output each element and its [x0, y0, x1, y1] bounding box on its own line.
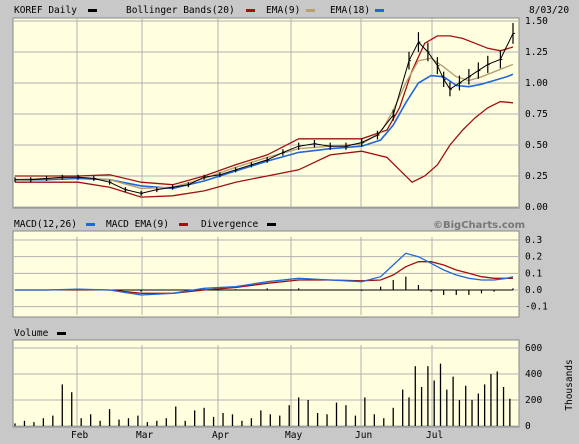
month-tick-label: Mar	[136, 430, 153, 441]
bollinger-legend-swatch	[246, 9, 255, 12]
y-tick-label: 0.0	[525, 285, 542, 296]
y-tick-label: 0.1	[525, 268, 542, 279]
ema9-label: EMA(9)	[266, 5, 300, 16]
volume-panel	[12, 339, 520, 428]
symbol-legend-swatch	[88, 9, 97, 12]
y-tick-label: -0.1	[525, 302, 548, 313]
divergence-legend-swatch	[267, 223, 276, 226]
macd-ema-label: MACD EMA(9)	[106, 219, 169, 230]
price-marks	[14, 22, 515, 198]
bollinger-lower-line	[15, 100, 514, 198]
macd-ema-line	[15, 261, 513, 294]
macd-marks	[15, 252, 514, 296]
macd-ema-legend-swatch	[179, 223, 188, 226]
y-tick-label: 1.50	[525, 16, 548, 27]
macd-panel	[12, 230, 520, 318]
macd-legend-swatch	[86, 223, 95, 226]
volume-label: Volume	[14, 328, 49, 339]
y-tick-label: 0.00	[525, 202, 548, 213]
month-tick-label: Feb	[71, 430, 88, 441]
month-tick-label: Apr	[212, 430, 229, 441]
symbol-label: KOREF Daily	[14, 5, 77, 16]
y-tick-label: 0.75	[525, 109, 548, 120]
divergence-label: Divergence	[201, 219, 258, 230]
date-label: 8/03/20	[529, 5, 569, 16]
ema18-legend-swatch	[375, 9, 384, 12]
y-tick-label: 0.25	[525, 171, 548, 182]
tick-labels: Feb Mar Apr May Jun Jul0.000.250.500.751.001.…	[71, 16, 548, 441]
watermark: ©BigCharts.com	[433, 220, 525, 231]
ema18-line	[15, 73, 514, 190]
y-tick-label: 0.3	[525, 235, 542, 246]
macd-label: MACD(12,26)	[14, 219, 77, 230]
y-tick-label: 200	[525, 395, 542, 406]
y-tick-label: 0.50	[525, 140, 548, 151]
volume-legend-swatch	[57, 332, 66, 335]
y-tick-label: 1.25	[525, 47, 548, 58]
y-tick-label: 0.2	[525, 252, 542, 263]
volume-marks	[14, 363, 511, 426]
y-tick-label: 600	[525, 343, 542, 354]
ema9-legend-swatch	[306, 9, 315, 12]
thousands-label: Thousands	[564, 359, 575, 410]
y-tick-label: 1.00	[525, 78, 548, 89]
macd-line	[15, 252, 514, 296]
month-tick-label: Jul	[426, 430, 443, 441]
price-line	[15, 33, 514, 194]
month-tick-label: May	[285, 430, 302, 441]
y-tick-label: 400	[525, 369, 542, 380]
y-tick-label: 0	[525, 421, 531, 432]
month-tick-label: Jun	[355, 430, 372, 441]
bollinger-label: Bollinger Bands(20)	[126, 5, 235, 16]
ema18-label: EMA(18)	[330, 5, 370, 16]
